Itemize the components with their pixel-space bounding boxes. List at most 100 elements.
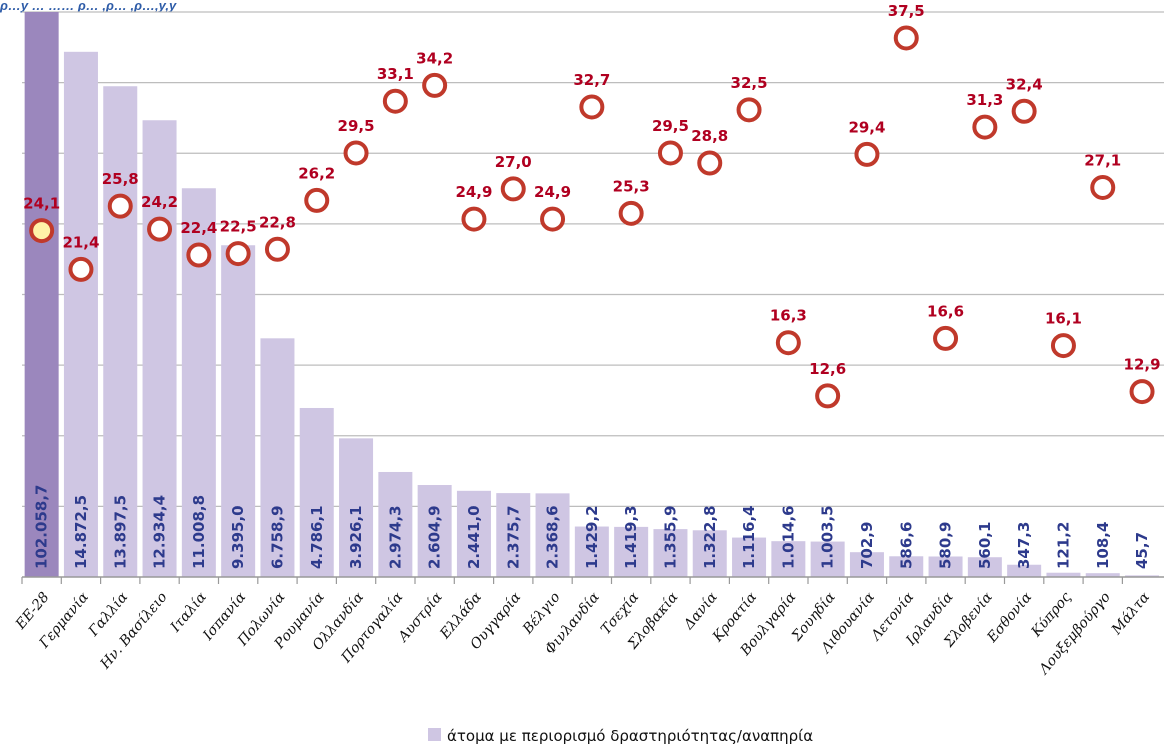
bar xyxy=(928,556,963,577)
bar-value-label: 702,9 xyxy=(858,522,876,569)
point-label: 22,5 xyxy=(220,218,257,236)
bar-value-label: 2.441,0 xyxy=(465,505,483,569)
bar xyxy=(849,552,884,577)
bar xyxy=(732,537,767,577)
point-marker xyxy=(304,187,330,213)
point-markers xyxy=(29,25,1155,409)
point-label: 33,1 xyxy=(377,65,414,83)
bar xyxy=(378,471,413,577)
bar xyxy=(1007,564,1042,577)
bar-value-label: 1.014,6 xyxy=(779,505,797,569)
point-marker xyxy=(618,200,644,226)
bar xyxy=(142,120,177,577)
point-marker xyxy=(500,176,526,202)
point-label: 25,3 xyxy=(613,177,650,195)
category-label: Δανία xyxy=(679,588,721,633)
bar xyxy=(103,86,138,577)
bar-value-label: 14.872,5 xyxy=(72,495,90,569)
point-label: 29,5 xyxy=(652,117,689,135)
point-label: 28,8 xyxy=(691,127,728,145)
bar xyxy=(810,541,845,577)
bar xyxy=(339,438,374,577)
point-label: 29,5 xyxy=(338,117,375,135)
point-marker xyxy=(540,206,566,232)
point-label: 16,1 xyxy=(1045,310,1082,328)
bar xyxy=(574,526,609,577)
point-label: 27,0 xyxy=(495,153,532,171)
chart-top-title-fragment: ρ…y … …… ρ… ,ρ… ,ρ…,y,y xyxy=(0,0,177,13)
point-label: 22,4 xyxy=(180,219,217,237)
bar-value-label: 1.429,2 xyxy=(583,505,601,569)
point-marker xyxy=(343,140,369,166)
bar xyxy=(299,407,334,577)
point-label: 21,4 xyxy=(62,233,99,251)
point-marker xyxy=(972,114,998,140)
bar xyxy=(1125,575,1160,577)
bar-value-label: 12.934,4 xyxy=(151,495,169,569)
category-label: ΕΕ-28 xyxy=(12,589,53,633)
bar-value-label: 102.058,7 xyxy=(33,485,51,569)
bar-value-label: 560,1 xyxy=(976,522,994,569)
bar-value-label: 586,6 xyxy=(897,522,915,569)
point-label: 32,4 xyxy=(1006,75,1043,93)
point-label: 29,4 xyxy=(848,118,885,136)
bar-value-label: 45,7 xyxy=(1133,532,1151,569)
bar-value-label: 108,4 xyxy=(1094,522,1112,569)
point-label: 12,9 xyxy=(1124,356,1161,374)
point-marker xyxy=(579,94,605,120)
legend-swatch xyxy=(428,728,441,741)
point-labels: 24,1 21,4 25,824,222,4 22,5 22,8 26,2 29,5 33,1… xyxy=(23,2,1160,378)
point-marker xyxy=(893,25,919,51)
bar-value-label: 1.355,9 xyxy=(661,505,679,569)
bar xyxy=(24,12,59,577)
bar-value-label: 1.116,4 xyxy=(740,505,758,569)
bar xyxy=(221,245,256,577)
point-label: 26,2 xyxy=(298,164,335,182)
point-marker xyxy=(147,216,173,242)
point-marker xyxy=(697,150,723,176)
point-marker xyxy=(933,325,959,351)
bar xyxy=(456,490,491,577)
bar-value-label: 13.897,5 xyxy=(111,495,129,569)
point-label: 16,3 xyxy=(770,307,807,325)
point-marker xyxy=(264,236,290,262)
x-axis-ticks xyxy=(21,577,1124,584)
bar-value-label: 121,2 xyxy=(1054,522,1072,569)
point-marker xyxy=(422,72,448,98)
bar-value-label: 1.419,3 xyxy=(622,505,640,569)
bar xyxy=(63,51,98,578)
bar xyxy=(260,338,295,577)
point-label: 16,6 xyxy=(927,302,964,320)
point-marker xyxy=(657,140,683,166)
point-marker xyxy=(1011,98,1037,124)
point-marker xyxy=(1050,333,1076,359)
bar-value-labels: 102.058,7 14.872,5 13.897,5 12.934,4 11.008,… xyxy=(33,485,1151,569)
bar xyxy=(653,529,688,577)
bar-value-label: 6.758,9 xyxy=(268,505,286,569)
point-marker xyxy=(1129,379,1155,405)
point-label: 24,2 xyxy=(141,193,178,211)
bar-value-label: 347,3 xyxy=(1015,522,1033,569)
bar-value-label: 11.008,8 xyxy=(190,495,208,569)
bar-value-label: 1.003,5 xyxy=(819,505,837,569)
point-label: 32,5 xyxy=(731,74,768,92)
bar xyxy=(417,485,452,577)
bar-value-label: 2.368,6 xyxy=(544,505,562,569)
point-marker xyxy=(461,206,487,232)
legend-label: άτομα με περιορισμό δραστηριότητας/αναπη… xyxy=(447,727,813,745)
bar-value-label: 2.375,7 xyxy=(504,505,522,569)
bar xyxy=(496,493,531,577)
bar-value-label: 2.604,9 xyxy=(426,505,444,569)
bar-value-label: 3.926,1 xyxy=(347,505,365,569)
bar xyxy=(1085,573,1120,577)
point-marker xyxy=(186,242,212,268)
legend: άτομα με περιορισμό δραστηριότητας/αναπη… xyxy=(428,727,813,745)
point-marker xyxy=(225,241,251,267)
point-label: 34,2 xyxy=(416,49,453,67)
point-marker xyxy=(815,383,841,409)
category-label: Μάλτα xyxy=(1108,589,1153,639)
point-label: 25,8 xyxy=(102,170,139,188)
point-label: 24,1 xyxy=(23,195,60,213)
category-label: Λουξεμβούργο xyxy=(1035,589,1114,679)
